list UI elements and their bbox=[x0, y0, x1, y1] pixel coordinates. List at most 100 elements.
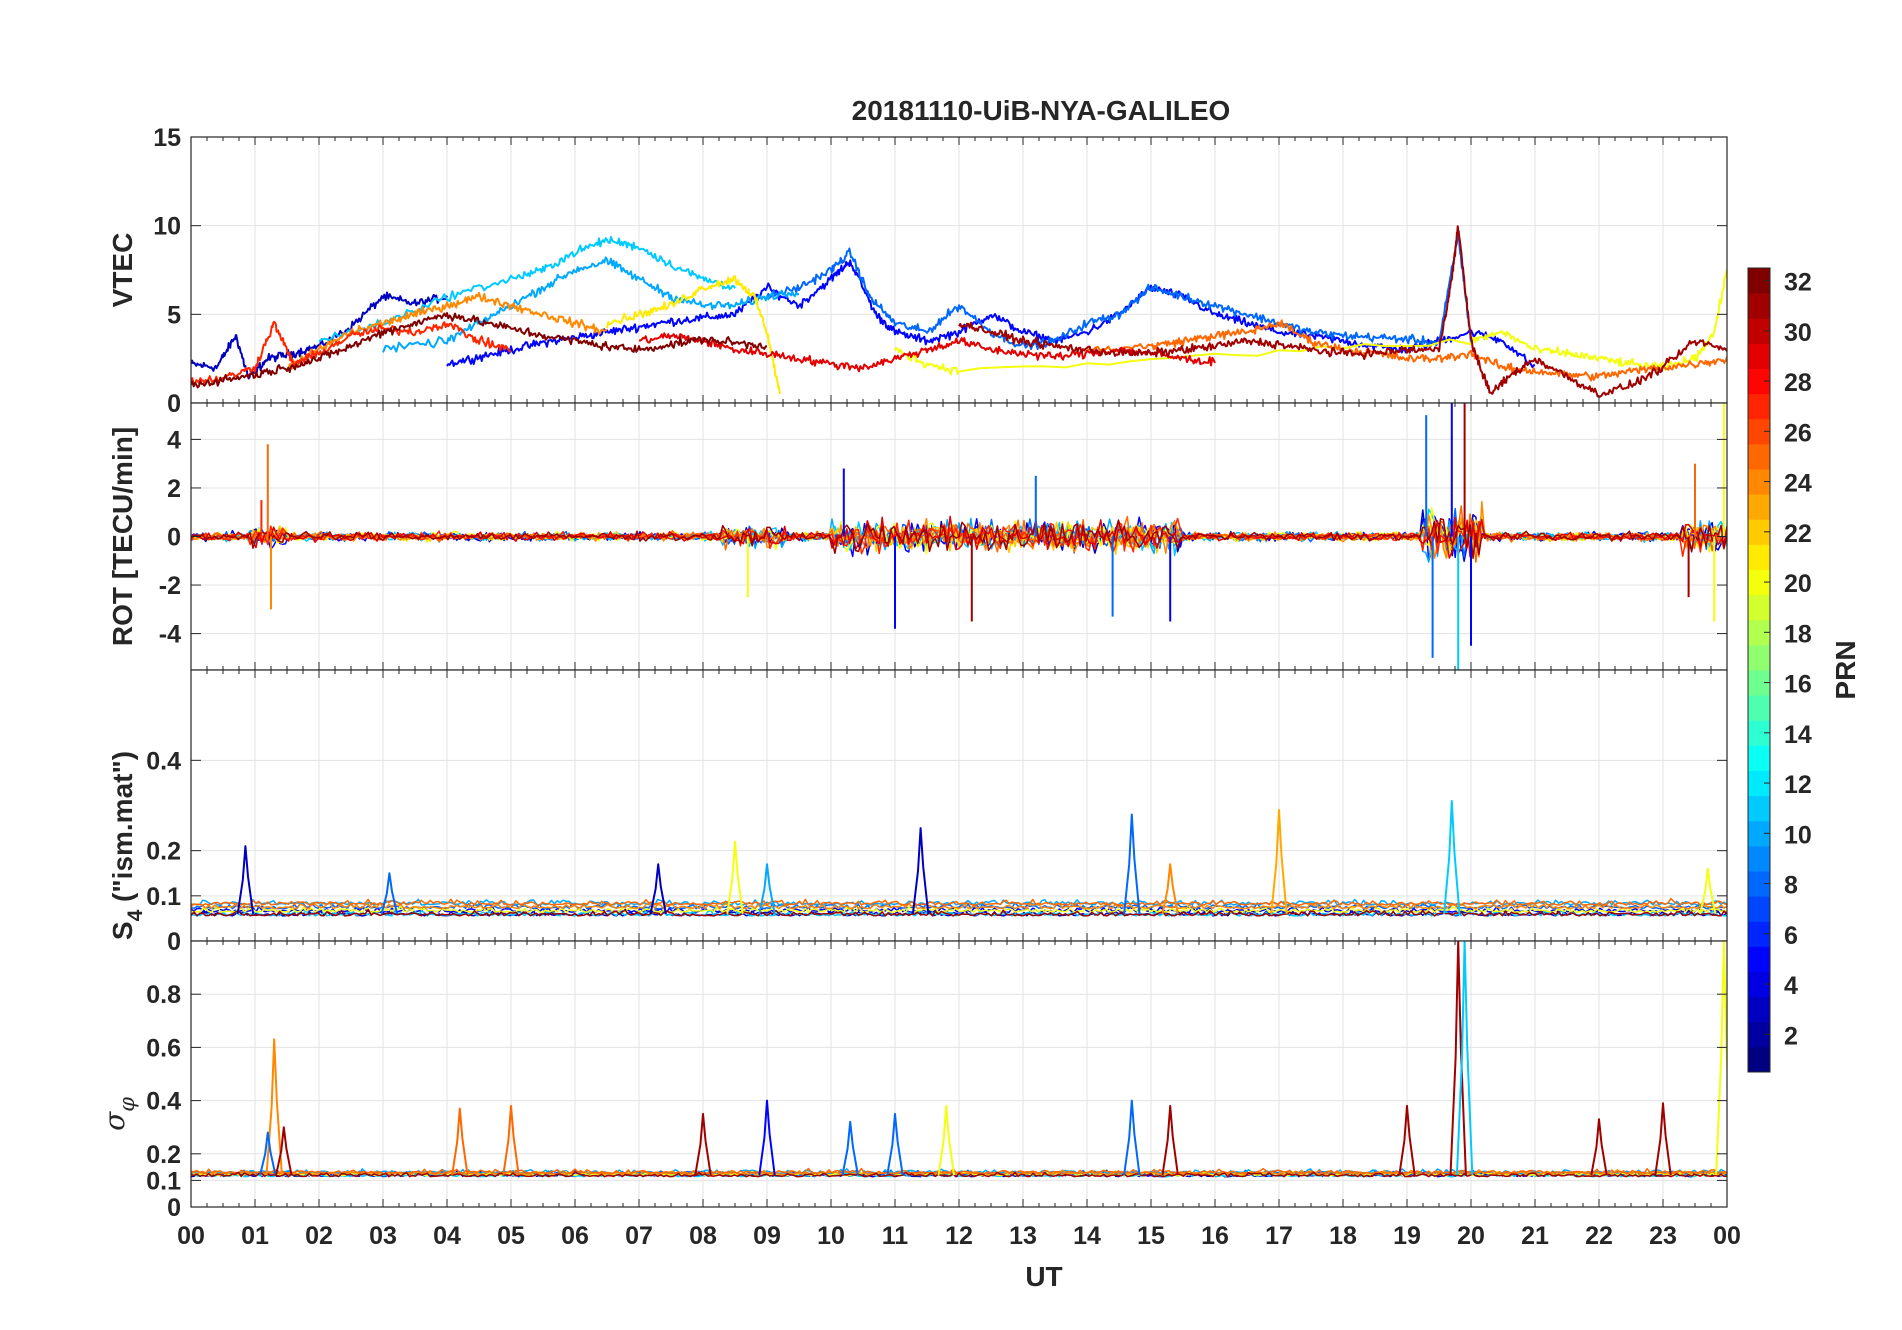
colorbar-swatch bbox=[1748, 268, 1770, 294]
x-tick-label: 08 bbox=[689, 1222, 717, 1250]
s4-peak bbox=[1443, 800, 1461, 914]
colorbar-swatch bbox=[1748, 594, 1770, 621]
x-tick-label: 04 bbox=[433, 1222, 461, 1250]
sigma_phi-peak bbox=[1161, 1104, 1179, 1176]
colorbar-swatch bbox=[1748, 644, 1770, 671]
x-tick-label: 14 bbox=[1073, 1222, 1101, 1250]
x-tick-labels: 00 01 02 03 04 05 06 07 08 09 10 11 12 13 14 15 16 17 18 19… bbox=[177, 1222, 1741, 1250]
colorbar-swatch bbox=[1748, 293, 1770, 319]
colorbar-swatch bbox=[1748, 469, 1770, 495]
sigma_phi-peak bbox=[1398, 1104, 1416, 1176]
colorbar-tick-label: 4 bbox=[1784, 972, 1798, 1000]
x-ticks bbox=[190, 941, 1728, 1207]
y-tick-label: -4 bbox=[159, 621, 181, 649]
vtec-series-prn-31 bbox=[958, 225, 1727, 398]
colorbar-tick-label: 14 bbox=[1784, 721, 1812, 749]
sigma_phi-peak bbox=[259, 1131, 277, 1176]
colorbar-swatch bbox=[1748, 393, 1770, 420]
y-tick-label: 0.4 bbox=[146, 747, 181, 775]
x-axis-label: UT bbox=[1025, 1261, 1062, 1292]
colorbar-swatch bbox=[1748, 443, 1770, 470]
colorbar-swatch bbox=[1748, 1046, 1770, 1073]
panel-sigma_phi: 00.10.2 0.4 0.6 0.8 σφ bbox=[98, 940, 1728, 1222]
colorbar-label: PRN bbox=[1830, 640, 1861, 699]
vtec-series-prn-8 bbox=[766, 232, 1472, 351]
s4-peak bbox=[911, 827, 930, 915]
x-tick-label: 07 bbox=[625, 1222, 653, 1250]
panel-vtec: 0 5 10 15 VTEC bbox=[107, 124, 1728, 418]
x-tick-label: 02 bbox=[305, 1222, 333, 1250]
colorbar-tick-label: 8 bbox=[1784, 872, 1798, 900]
sigma_phi-peak bbox=[1123, 1099, 1141, 1176]
x-tick-label: 09 bbox=[753, 1222, 781, 1250]
y-axis-label: S4 ("ism.mat") bbox=[107, 751, 147, 940]
y-axis-label-sub: φ bbox=[115, 1097, 139, 1112]
colorbar-swatch bbox=[1748, 544, 1770, 570]
y-tick-label: 0 bbox=[167, 390, 181, 418]
y-tick-label: -2 bbox=[159, 572, 181, 600]
sigma_phi-peak bbox=[886, 1112, 904, 1176]
x-ticks bbox=[190, 137, 1728, 403]
x-tick-label: 19 bbox=[1393, 1222, 1421, 1250]
s4-peak bbox=[649, 863, 667, 915]
sigma_phi-peak bbox=[275, 1126, 293, 1176]
x-tick-label: 22 bbox=[1585, 1222, 1613, 1250]
y-axis-label-rest: ("ism.mat") bbox=[107, 751, 138, 910]
colorbar-swatch bbox=[1748, 368, 1770, 395]
panel-rot: -4 -2 0 2 4 ROT [TECU/min] bbox=[107, 402, 1728, 671]
colorbar-tick-label: 6 bbox=[1784, 922, 1798, 950]
series-lines bbox=[191, 403, 1727, 670]
sigma_phi-peak bbox=[1449, 941, 1467, 1176]
colorbar-swatch bbox=[1748, 871, 1770, 897]
colorbar-tick-label: 30 bbox=[1784, 319, 1812, 347]
colorbar-swatch bbox=[1748, 720, 1770, 746]
x-tick-label: 13 bbox=[1009, 1222, 1037, 1250]
colorbar-swatch bbox=[1748, 946, 1770, 972]
y-tick-label: 0.1 bbox=[146, 1167, 181, 1195]
x-tick-label: 23 bbox=[1649, 1222, 1677, 1250]
vtec-series-prn-11 bbox=[318, 236, 736, 343]
colorbar-tick-label: 16 bbox=[1784, 671, 1812, 699]
colorbar-tick-label: 20 bbox=[1784, 570, 1812, 598]
colorbar-tick-label: 18 bbox=[1784, 620, 1812, 648]
y-axis-label-main: σ bbox=[98, 1111, 131, 1131]
vtec-series-prn-32 bbox=[191, 312, 767, 389]
x-tick-label: 11 bbox=[882, 1222, 909, 1250]
colorbar-swatch bbox=[1748, 820, 1770, 847]
vtec-series-prn-3 bbox=[191, 291, 448, 380]
colorbar-tick-label: 24 bbox=[1784, 470, 1812, 498]
x-tick-label: 20 bbox=[1457, 1222, 1485, 1250]
y-tick-label: 0.1 bbox=[146, 883, 181, 911]
colorbar-swatch bbox=[1748, 418, 1770, 445]
colorbar-swatch bbox=[1748, 996, 1770, 1023]
x-tick-label: 03 bbox=[369, 1222, 397, 1250]
y-axis-label: σφ bbox=[98, 1097, 139, 1131]
colorbar-tick-label: 2 bbox=[1784, 1022, 1798, 1050]
y-axis-label: VTEC bbox=[107, 233, 138, 308]
x-tick-label: 18 bbox=[1329, 1222, 1357, 1250]
sigma_phi-peak bbox=[1715, 941, 1727, 1176]
y-tick-label: 0 bbox=[167, 1194, 181, 1222]
vtec-series-prn-27 bbox=[191, 320, 512, 386]
x-ticks bbox=[190, 403, 1728, 670]
y-tick-label: 0.8 bbox=[146, 981, 181, 1009]
y-tick-label: 0.2 bbox=[146, 838, 181, 866]
y-axis-label-main: S bbox=[107, 921, 138, 940]
y-tick-label: 0.6 bbox=[146, 1034, 181, 1062]
s4-series-prn-24 bbox=[191, 901, 1727, 910]
rot-series-prn-31 bbox=[191, 518, 1727, 559]
s4-series-prn-31 bbox=[191, 908, 1727, 917]
colorbar-tick-label: 32 bbox=[1784, 269, 1812, 297]
x-tick-label: 15 bbox=[1137, 1222, 1165, 1250]
rot-series-prn-25 bbox=[191, 505, 1727, 563]
series-lines bbox=[191, 225, 1727, 398]
vtec-series-prn-24 bbox=[286, 291, 608, 371]
s4-peak bbox=[1699, 867, 1717, 915]
y-tick-label: 0 bbox=[167, 928, 181, 956]
vtec-series-prn-20 bbox=[894, 269, 1727, 376]
sigma_phi-peak bbox=[758, 1099, 776, 1176]
x-tick-label: 21 bbox=[1521, 1222, 1549, 1250]
colorbar-swatch bbox=[1748, 519, 1770, 545]
s4-peak bbox=[758, 863, 776, 915]
